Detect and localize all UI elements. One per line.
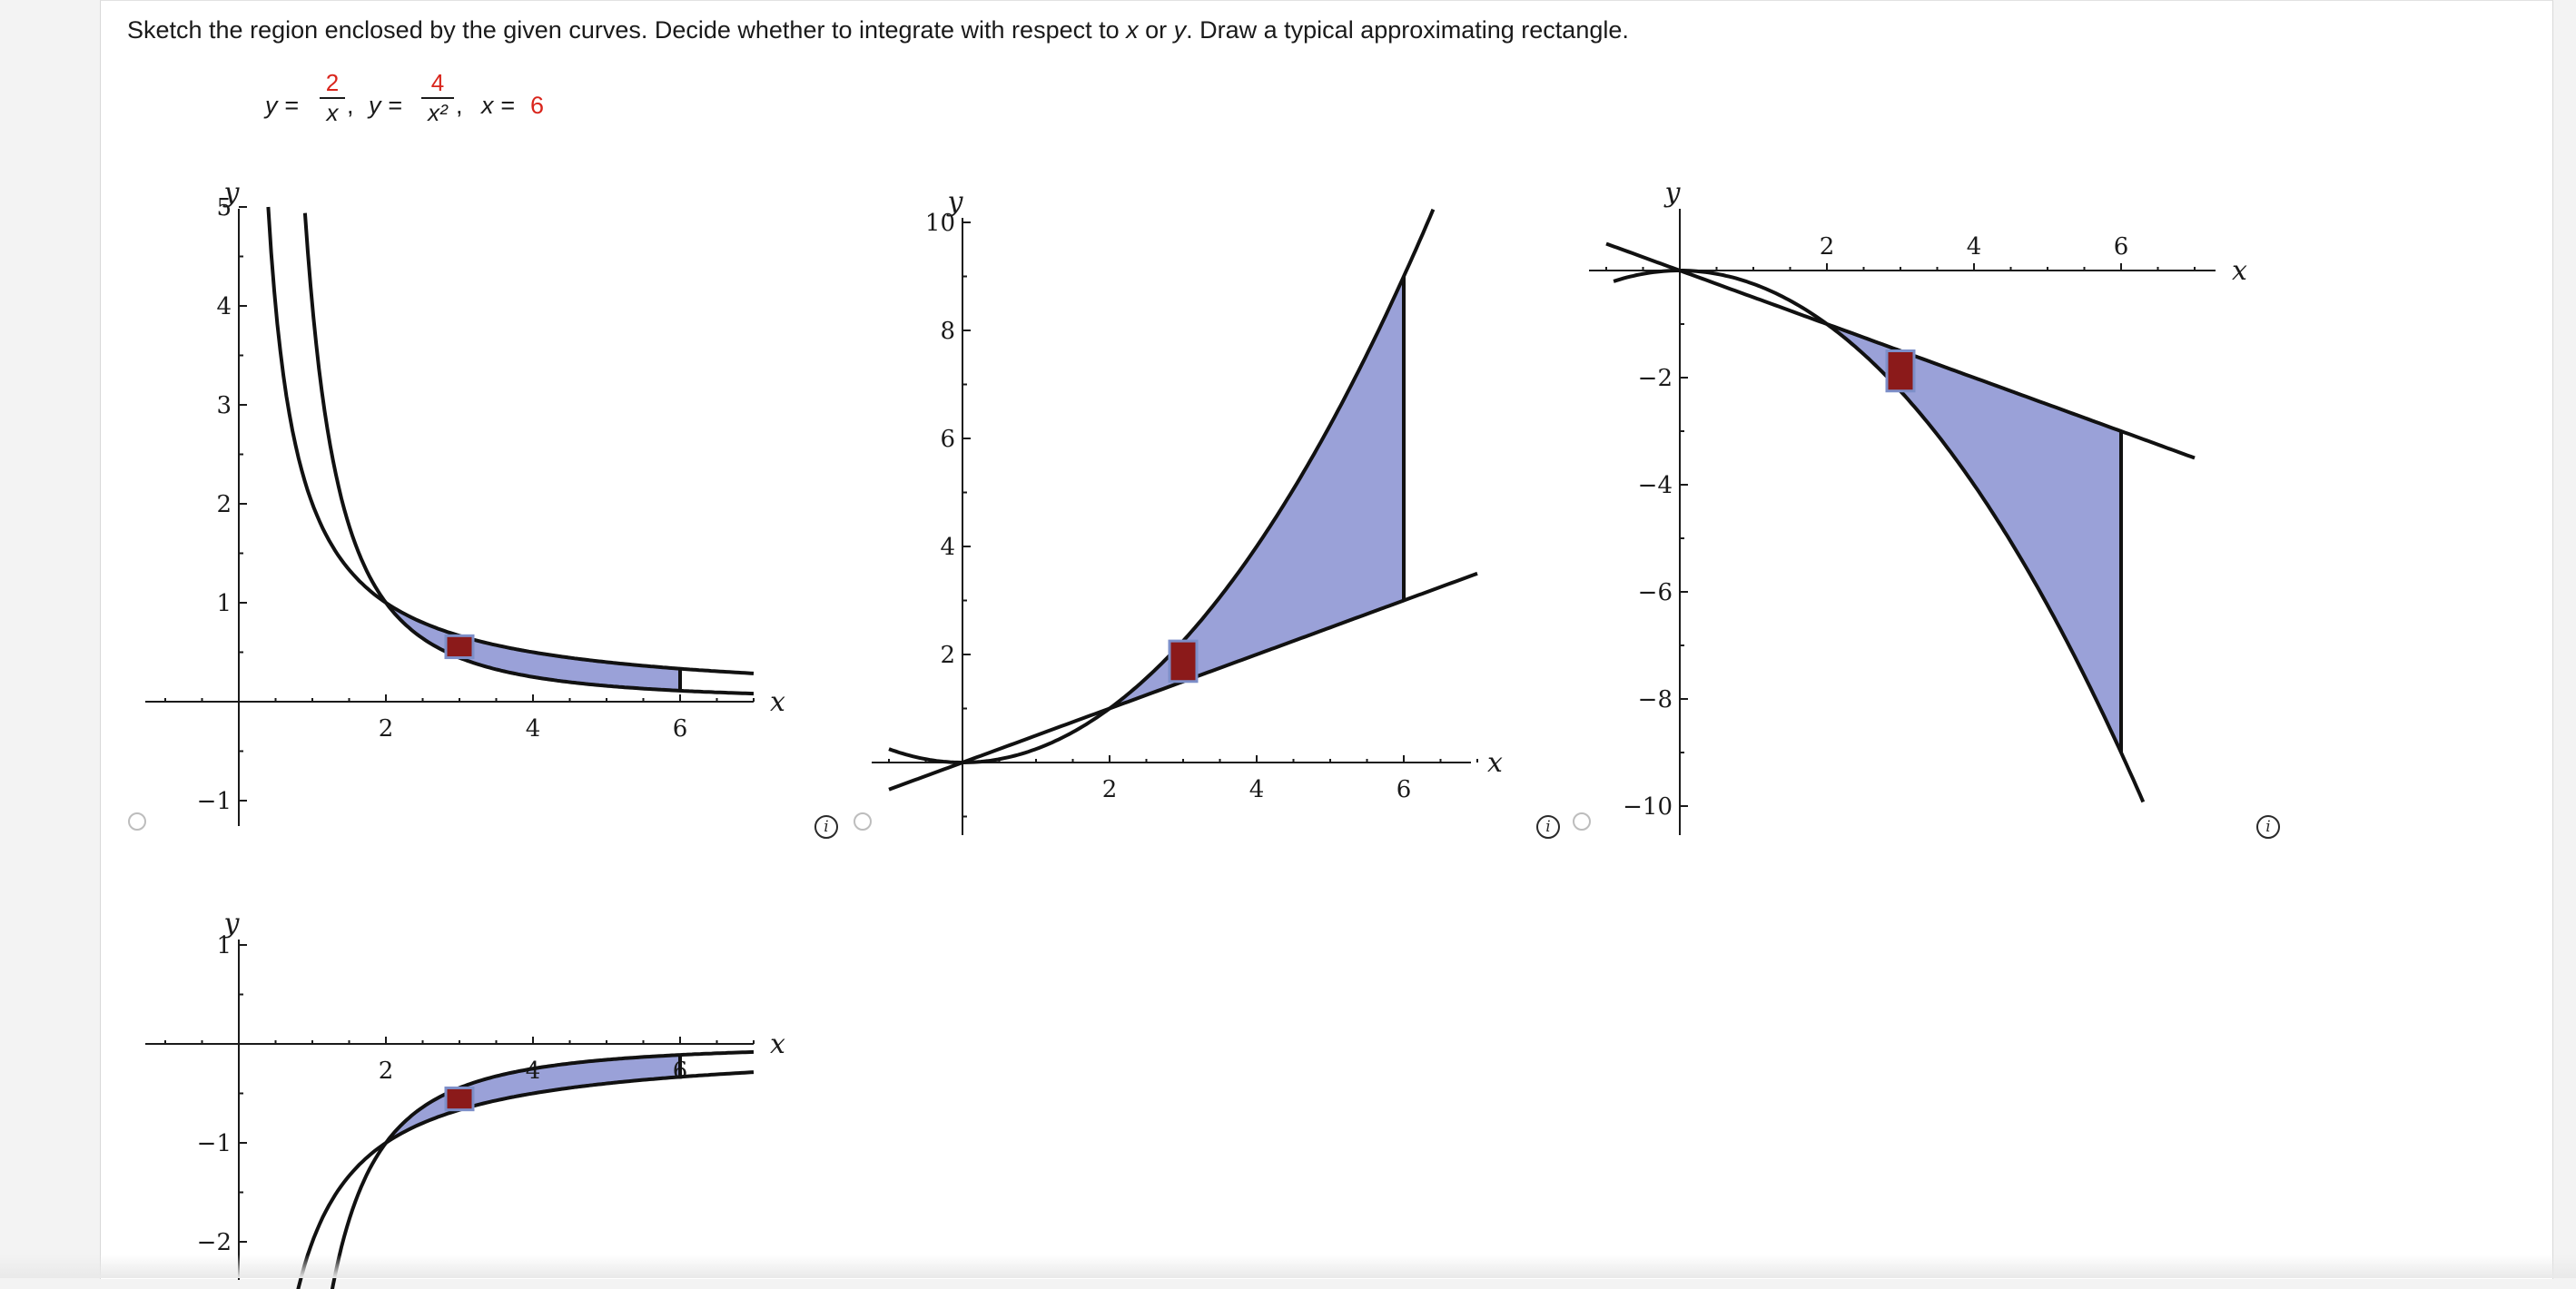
shaded-region [1827, 324, 2121, 753]
x-tick-label: 6 [1397, 776, 1412, 803]
x-tick-label: 2 [1820, 233, 1835, 261]
y-tick-label: 8 [940, 318, 955, 345]
y-tick-label: 10 [925, 210, 955, 237]
equation-lhs-3: x = [481, 92, 515, 120]
approximating-rectangle [446, 635, 473, 657]
choice-c-radio[interactable] [1573, 812, 1591, 831]
x-tick-label: 2 [1102, 776, 1118, 803]
info-icon[interactable]: i [814, 815, 838, 839]
y-tick-label: 3 [216, 392, 232, 419]
x-axis-label: x [1487, 747, 1503, 779]
choice-a-radio[interactable] [128, 812, 146, 831]
y-tick-label: 5 [216, 194, 232, 221]
x-axis-label: x [770, 1028, 785, 1060]
y-tick-label: −2 [197, 1229, 232, 1256]
x-tick-label: 6 [673, 715, 688, 743]
y-tick-label: −8 [1638, 686, 1673, 713]
x-tick-label: 4 [1967, 233, 1982, 261]
info-icon[interactable]: i [2256, 815, 2280, 839]
equation-lhs-2: y = [369, 92, 402, 120]
y-tick-label: −1 [197, 788, 232, 815]
approximating-rectangle [446, 1087, 473, 1109]
x-tick-label: 6 [2114, 233, 2129, 261]
fraction-4-over-x-squared: 4 x² [421, 69, 454, 125]
y-tick-label: 6 [940, 426, 955, 453]
info-icon[interactable]: i [1536, 815, 1560, 839]
x-axis-label: x [770, 686, 785, 718]
x-tick-label: 4 [1249, 776, 1265, 803]
shaded-region [1110, 277, 1404, 709]
y-tick-label: 4 [940, 534, 955, 561]
curve-2x [268, 207, 754, 674]
graph-choice-c: xy2 4 6−2−4−6−8−10 [1589, 163, 2243, 844]
y-tick-label: −2 [1638, 365, 1673, 392]
y-tick-label: 4 [216, 293, 232, 320]
x-tick-label: 2 [379, 1058, 394, 1085]
fraction-2-over-x: 2 x [320, 69, 345, 125]
question-text: Sketch the region enclosed by the given … [127, 16, 1629, 44]
y-tick-label: 1 [216, 932, 232, 959]
y-tick-label: 2 [216, 491, 232, 518]
y-tick-label: −6 [1638, 579, 1673, 606]
curve-4x2 [305, 213, 754, 694]
x-axis-label: x [2232, 255, 2247, 287]
y-tick-label: −4 [1638, 472, 1673, 499]
y-tick-label: −1 [197, 1130, 232, 1157]
x-tick-label: 2 [379, 715, 394, 743]
y-axis-label: y [1663, 177, 1682, 209]
x-value: 6 [530, 92, 544, 120]
y-tick-label: 1 [216, 590, 232, 617]
approximating-rectangle [1170, 641, 1197, 682]
scroll-fade [0, 1255, 2576, 1278]
graph-choice-d: xy2461−1−2 [145, 890, 799, 1289]
y-tick-label: 2 [940, 642, 955, 669]
equation-lhs-1: y = [265, 92, 299, 120]
approximating-rectangle [1887, 351, 1914, 391]
x-tick-label: 4 [526, 715, 541, 743]
y-tick-label: −10 [1623, 793, 1673, 821]
choice-b-radio[interactable] [854, 812, 872, 831]
